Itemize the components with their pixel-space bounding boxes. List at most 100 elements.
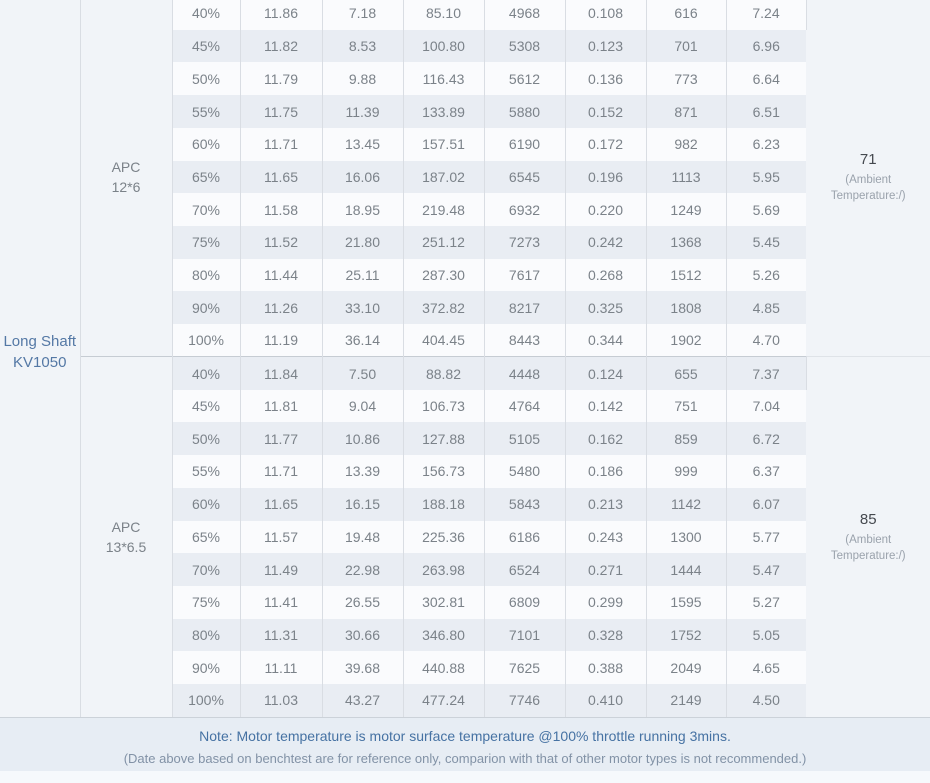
cell-value: 133.89 [403,95,485,128]
cell-value: 7101 [484,618,566,652]
cell-value: 11.19 [240,324,323,357]
cell-value: 871 [646,95,727,128]
cell-value: 11.75 [240,95,323,128]
cell-value: 0.142 [565,389,647,423]
cell-value: 701 [646,29,727,63]
cell-throttle: 55% [172,95,241,128]
cell-value: 1249 [646,193,727,227]
cell-value: 1595 [646,585,727,619]
cell-value: 11.86 [240,0,323,30]
cell-value: 6932 [484,193,566,227]
table-row: 55% 11.71 13.39 156.73 5480 0.186 999 6.37 [0,455,930,488]
cell-throttle: 90% [172,291,241,325]
note-secondary-text: (Date above based on benchtest are for r… [123,751,807,766]
cell-value: 0.242 [565,226,647,259]
cell-value: 616 [646,0,727,30]
cell-value: 9.04 [322,389,404,423]
cell-value: 751 [646,389,727,423]
cell-value: 11.41 [240,585,323,619]
propeller-cell: APC 12*6 [80,0,173,357]
cell-value: 263.98 [403,553,485,586]
cell-value: 6190 [484,127,566,161]
cell-value: 5612 [484,62,566,96]
table-row: 80% 11.44 25.11 287.30 7617 0.268 1512 5.26 [0,258,930,292]
table-row: 45% 11.81 9.04 106.73 4764 0.142 751 7.04 [0,389,930,423]
propeller-label: APC 12*6 [111,158,141,195]
cell-value: 372.82 [403,291,485,325]
cell-value: 100.80 [403,29,485,63]
cell-value: 116.43 [403,62,485,96]
cell-value: 19.48 [322,520,404,554]
cell-value: 5.69 [726,193,806,227]
cell-throttle: 100% [172,324,241,357]
cell-value: 11.81 [240,389,323,423]
cell-value: 6186 [484,520,566,554]
table-row: 90% 11.26 33.10 372.82 8217 0.325 1808 4.85 [0,291,930,325]
table-row: 55% 11.75 11.39 133.89 5880 0.152 871 6.51 [0,95,930,128]
cell-throttle: 80% [172,258,241,292]
cell-value: 22.98 [322,553,404,586]
cell-throttle: 80% [172,618,241,652]
note-primary-text: Note: Motor temperature is motor surface… [199,728,731,744]
cell-throttle: 60% [172,487,241,521]
cell-value: 6.72 [726,422,806,456]
cell-value: 302.81 [403,585,485,619]
cell-value: 25.11 [322,258,404,292]
cell-value: 11.31 [240,618,323,652]
motor-temperature-cell: 71 (Ambient Temperature:/) [806,0,930,357]
cell-value: 225.36 [403,520,485,554]
cell-value: 7625 [484,651,566,685]
cell-throttle: 40% [172,356,241,390]
cell-value: 6.51 [726,95,806,128]
ambient-temperature-caption: (Ambient Temperature:/) [830,534,906,563]
cell-throttle: 40% [172,0,241,30]
cell-value: 11.65 [240,160,323,194]
cell-value: 440.88 [403,651,485,685]
cell-value: 0.213 [565,487,647,521]
cell-value: 5.47 [726,553,806,586]
page-bottom-strip [0,771,930,783]
table-row: 75% 11.41 26.55 302.81 6809 0.299 1595 5.27 [0,585,930,619]
table-row: 50% 11.77 10.86 127.88 5105 0.162 859 6.72 [0,422,930,456]
cell-value: 11.52 [240,226,323,259]
cell-value: 1752 [646,618,727,652]
cell-value: 0.186 [565,455,647,488]
cell-value: 11.11 [240,651,323,685]
cell-value: 1300 [646,520,727,554]
table-row: 65% 11.57 19.48 225.36 6186 0.243 1300 5.77 [0,520,930,554]
cell-value: 0.162 [565,422,647,456]
cell-value: 11.71 [240,455,323,488]
cell-value: 251.12 [403,226,485,259]
cell-value: 8.53 [322,29,404,63]
cell-value: 11.82 [240,29,323,63]
cell-throttle: 65% [172,520,241,554]
propeller-label: APC 13*6.5 [105,519,147,556]
cell-value: 7746 [484,684,566,717]
cell-value: 11.58 [240,193,323,227]
cell-value: 11.65 [240,487,323,521]
cell-value: 0.410 [565,684,647,717]
table-row: 45% 11.82 8.53 100.80 5308 0.123 701 6.96 [0,29,930,63]
footer-note: Note: Motor temperature is motor surface… [0,717,930,771]
table-row: 80% 11.31 30.66 346.80 7101 0.328 1752 5.05 [0,618,930,652]
cell-value: 1142 [646,487,727,521]
cell-throttle: 100% [172,684,241,717]
cell-value: 5.95 [726,160,806,194]
table-row: 75% 11.52 21.80 251.12 7273 0.242 1368 5.45 [0,226,930,259]
cell-value: 11.79 [240,62,323,96]
cell-value: 11.57 [240,520,323,554]
table-row: 70% 11.58 18.95 219.48 6932 0.220 1249 5.69 [0,193,930,227]
cell-value: 5.05 [726,618,806,652]
cell-value: 4.50 [726,684,806,717]
cell-value: 2149 [646,684,727,717]
cell-value: 11.39 [322,95,404,128]
cell-throttle: 50% [172,422,241,456]
cell-value: 13.39 [322,455,404,488]
cell-value: 5308 [484,29,566,63]
cell-value: 39.68 [322,651,404,685]
motor-name-label: Long Shaft KV1050 [3,332,77,371]
ambient-temperature-caption: (Ambient Temperature:/) [830,173,906,202]
cell-value: 16.15 [322,487,404,521]
cell-value: 10.86 [322,422,404,456]
